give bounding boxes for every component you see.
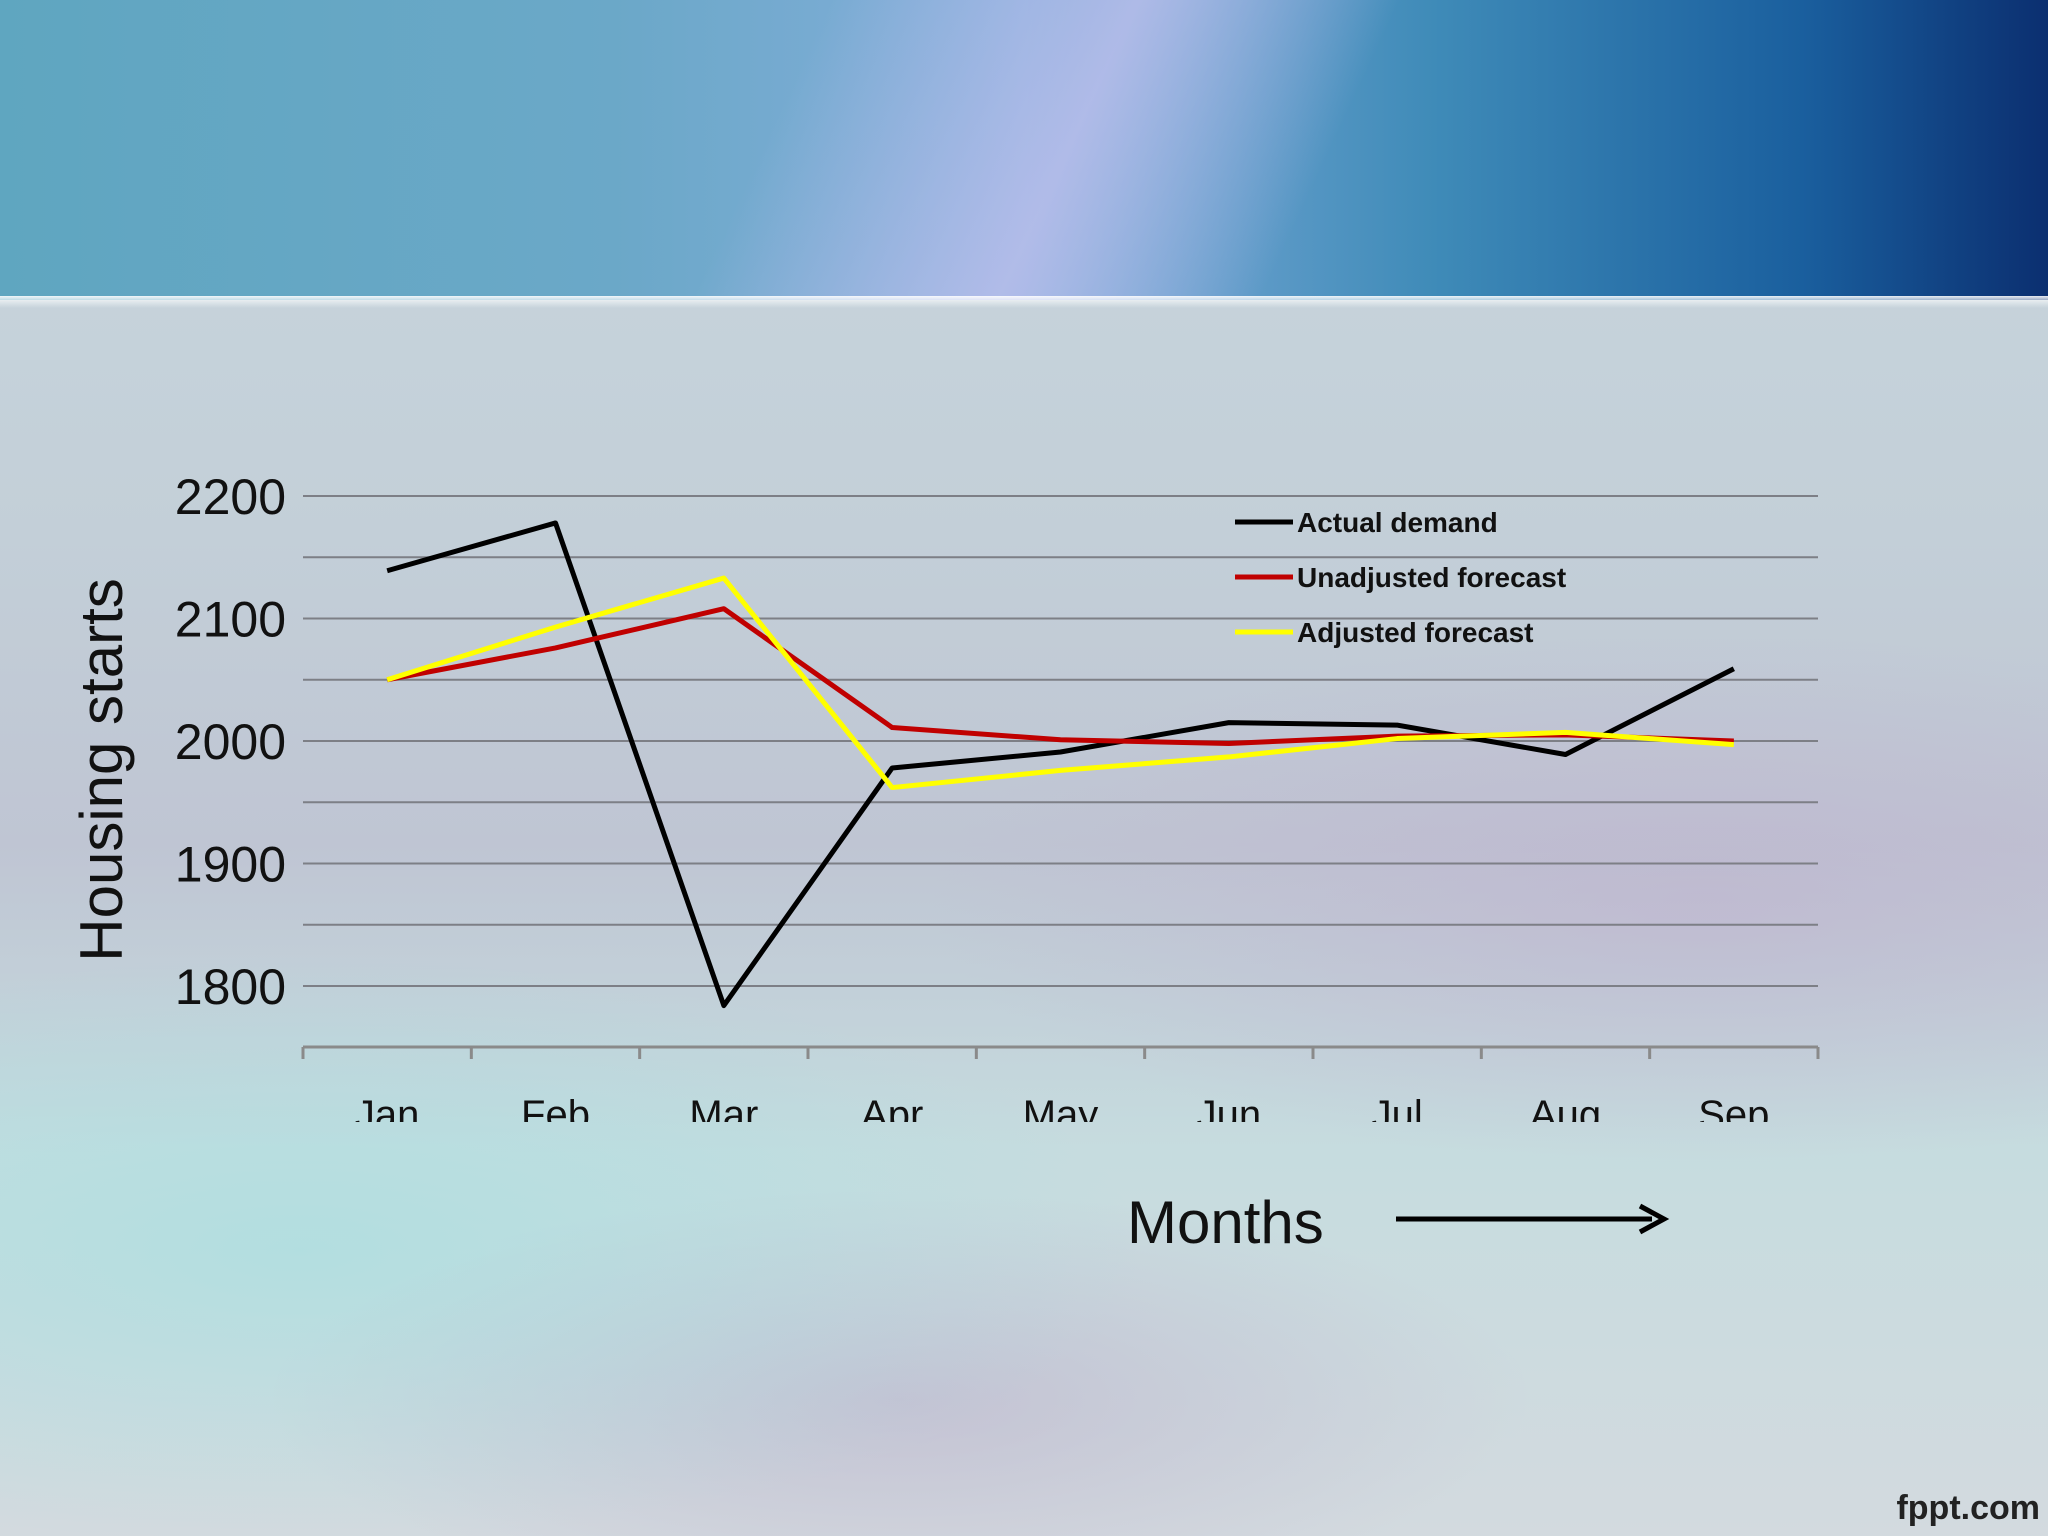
y-tick-label: 2100	[175, 592, 286, 648]
x-tick-label: Sep	[1698, 1093, 1769, 1137]
right-arrow-icon	[1396, 1203, 1670, 1235]
header-banner	[0, 0, 2048, 300]
x-tick-label: Jul	[1372, 1093, 1423, 1137]
legend-label: Adjusted forecast	[1297, 617, 1534, 648]
legend-label: Actual demand	[1297, 507, 1498, 538]
x-axis-title: Months	[1127, 1189, 1324, 1256]
series-line	[386, 575, 1735, 791]
x-tick-label: Aug	[1530, 1093, 1601, 1137]
y-axis-title: Housing starts	[68, 578, 135, 962]
x-axis	[301, 1045, 1820, 1059]
gridlines	[303, 495, 1818, 987]
legend: Actual demand Unadjusted forecast Adjusted…	[1235, 507, 1566, 648]
y-axis-ticks: 1800 1900 2000 2100 2200	[175, 469, 286, 1015]
series-line	[386, 520, 1735, 1009]
x-axis-ticks: Jan Feb Mar Apr May Jun Jul Aug Sep	[355, 1093, 1770, 1137]
y-tick-label: 1900	[175, 837, 286, 893]
watermark: fppt.com	[1896, 1489, 2040, 1527]
y-tick-label: 1800	[175, 959, 286, 1015]
y-tick-label: 2000	[175, 714, 286, 770]
x-tick-label: Jun	[1197, 1093, 1262, 1137]
y-tick-label: 2200	[175, 469, 286, 525]
x-tick-label: Feb	[521, 1093, 590, 1137]
series-lines	[386, 520, 1735, 1009]
x-tick-label: Jan	[355, 1093, 420, 1137]
x-tick-label: May	[1023, 1093, 1099, 1137]
banner-divider	[0, 296, 2048, 308]
x-tick-label: Mar	[689, 1093, 758, 1137]
legend-label: Unadjusted forecast	[1297, 562, 1566, 593]
x-tick-label: Apr	[861, 1093, 923, 1137]
